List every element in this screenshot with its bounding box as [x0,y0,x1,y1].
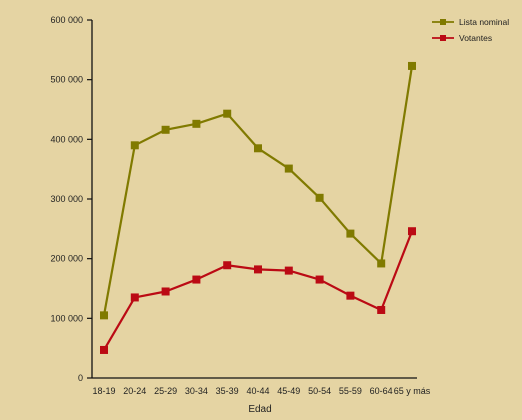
legend-label: Lista nominal [459,17,509,27]
series-group [100,61,416,354]
data-point [192,119,201,128]
data-point [223,261,232,270]
data-point [377,305,386,314]
x-tick-label: 65 y más [394,386,431,396]
y-tick-label: 600 000 [50,15,83,25]
data-point [100,311,108,320]
y-tick-label: 500 000 [50,75,83,85]
y-tick-label: 200 000 [50,254,83,264]
x-tick-label: 30-34 [185,386,208,396]
legend: Lista nominal Votantes [432,17,509,43]
x-tick-label: 45-49 [277,386,300,396]
legend-marker [440,19,446,25]
data-point [346,229,355,238]
data-point [192,275,201,284]
data-point [408,227,416,236]
data-point [130,293,139,302]
y-tick-label: 100 000 [50,313,83,323]
legend-marker [440,35,446,41]
data-point [100,345,108,354]
data-point [284,164,293,173]
data-point [315,275,324,284]
data-point [223,109,232,118]
y-tick-label: 400 000 [50,134,83,144]
x-tick-label: 35-39 [216,386,239,396]
y-tick-label: 300 000 [50,194,83,204]
y-tick-label: 0 [78,373,83,383]
x-tick-label: 60-64 [370,386,393,396]
data-point [284,266,293,275]
x-tick-label: 20-24 [123,386,146,396]
x-tick-label: 18-19 [92,386,115,396]
x-tick-label: 25-29 [154,386,177,396]
data-point [408,61,416,70]
axes: 0 100 000 200 000 300 000 400 000 500 000 600 … [50,15,430,415]
series-line [102,65,414,316]
data-point [254,265,262,274]
x-tick-label: 40-44 [246,386,269,396]
x-tick-label: 55-59 [339,386,362,396]
series-votantes [100,227,416,354]
legend-label: Votantes [459,33,492,43]
data-point [377,259,386,268]
data-point [161,125,170,134]
series-lista-nominal [100,61,416,320]
data-point [254,144,262,153]
x-tick-label: 50-54 [308,386,331,396]
data-point [130,141,139,150]
legend-item: Lista nominal [432,17,509,27]
legend-item: Votantes [432,33,492,43]
data-point [161,287,170,296]
data-point [315,193,324,202]
data-point [346,291,355,300]
x-axis-title: Edad [248,404,271,415]
